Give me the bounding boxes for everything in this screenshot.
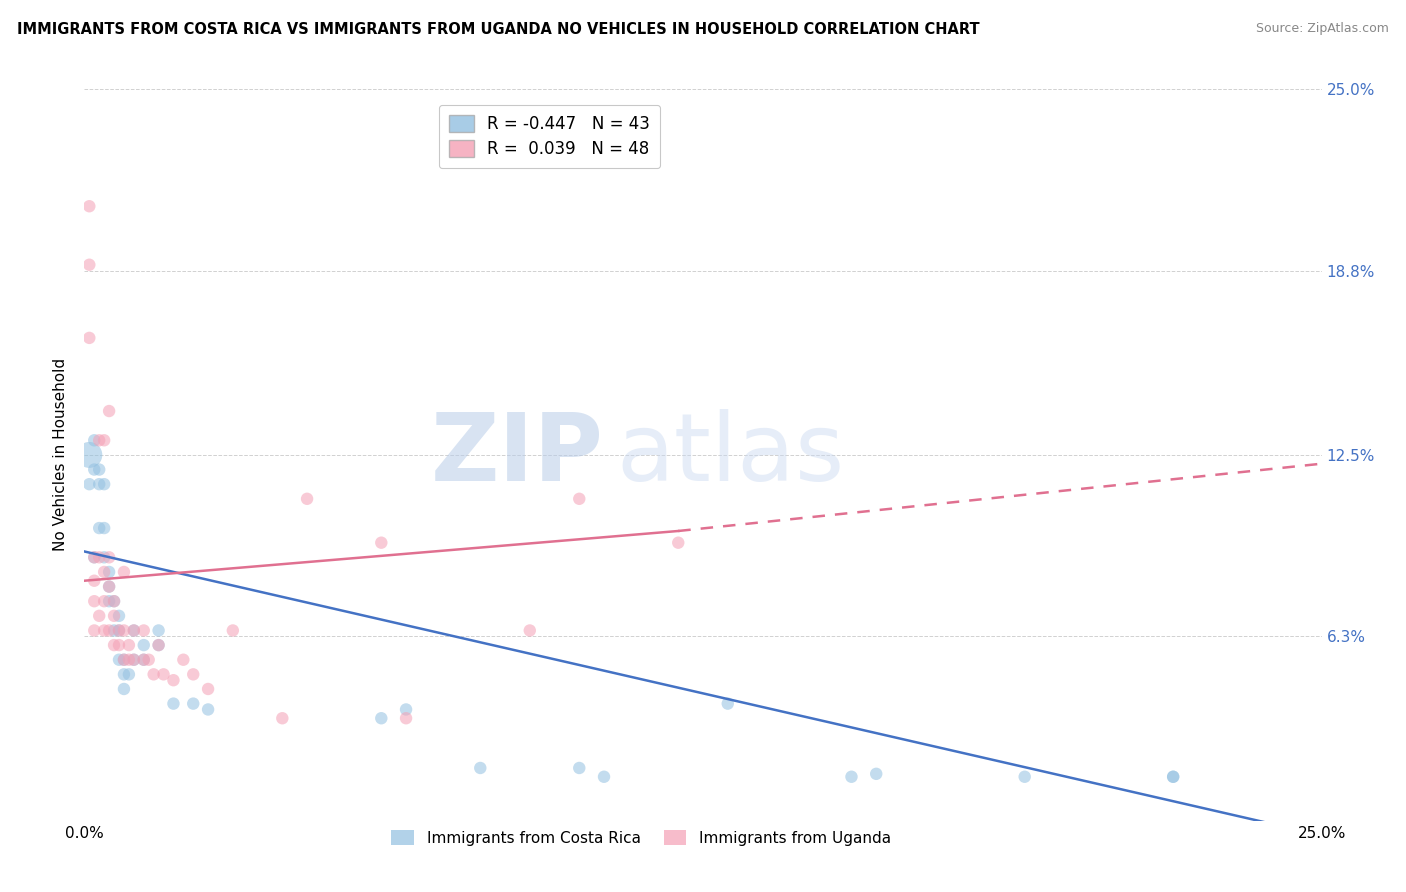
Point	[79, 477, 101, 491]
Point	[93, 565, 115, 579]
Point	[1161, 770, 1184, 784]
Point	[162, 673, 184, 688]
Point	[103, 594, 125, 608]
Point	[108, 653, 131, 667]
Point	[103, 608, 125, 623]
Point	[148, 638, 170, 652]
Point	[118, 653, 141, 667]
Point	[89, 550, 111, 565]
Point	[93, 434, 115, 448]
Point	[93, 624, 115, 638]
Point	[98, 594, 121, 608]
Point	[841, 770, 863, 784]
Point	[118, 638, 141, 652]
Point	[79, 448, 101, 462]
Point	[1161, 770, 1184, 784]
Point	[271, 711, 294, 725]
Text: IMMIGRANTS FROM COSTA RICA VS IMMIGRANTS FROM UGANDA NO VEHICLES IN HOUSEHOLD CO: IMMIGRANTS FROM COSTA RICA VS IMMIGRANTS…	[17, 22, 980, 37]
Point	[148, 638, 170, 652]
Point	[112, 653, 135, 667]
Point	[132, 653, 155, 667]
Point	[103, 624, 125, 638]
Point	[370, 535, 392, 549]
Point	[568, 491, 591, 506]
Point	[865, 767, 887, 781]
Point	[181, 667, 204, 681]
Point	[470, 761, 492, 775]
Legend: Immigrants from Costa Rica, Immigrants from Uganda: Immigrants from Costa Rica, Immigrants f…	[384, 822, 898, 854]
Point	[79, 258, 101, 272]
Point	[103, 594, 125, 608]
Point	[83, 462, 105, 476]
Text: atlas: atlas	[616, 409, 845, 501]
Point	[118, 667, 141, 681]
Point	[112, 565, 135, 579]
Point	[79, 331, 101, 345]
Point	[112, 681, 135, 696]
Point	[519, 624, 541, 638]
Point	[132, 624, 155, 638]
Text: Source: ZipAtlas.com: Source: ZipAtlas.com	[1256, 22, 1389, 36]
Point	[89, 434, 111, 448]
Point	[370, 711, 392, 725]
Point	[83, 574, 105, 588]
Point	[98, 580, 121, 594]
Point	[568, 761, 591, 775]
Y-axis label: No Vehicles in Household: No Vehicles in Household	[53, 359, 69, 551]
Point	[152, 667, 174, 681]
Point	[108, 624, 131, 638]
Point	[93, 521, 115, 535]
Point	[122, 653, 145, 667]
Point	[93, 477, 115, 491]
Point	[148, 624, 170, 638]
Point	[89, 477, 111, 491]
Point	[79, 199, 101, 213]
Point	[112, 624, 135, 638]
Point	[142, 667, 165, 681]
Point	[108, 624, 131, 638]
Point	[112, 667, 135, 681]
Point	[83, 550, 105, 565]
Point	[122, 653, 145, 667]
Point	[122, 624, 145, 638]
Point	[666, 535, 689, 549]
Point	[98, 565, 121, 579]
Point	[93, 594, 115, 608]
Point	[108, 608, 131, 623]
Point	[1014, 770, 1036, 784]
Point	[172, 653, 194, 667]
Point	[138, 653, 160, 667]
Point	[103, 638, 125, 652]
Point	[83, 594, 105, 608]
Point	[132, 638, 155, 652]
Point	[717, 697, 740, 711]
Point	[98, 404, 121, 418]
Point	[122, 624, 145, 638]
Point	[162, 697, 184, 711]
Point	[197, 681, 219, 696]
Point	[593, 770, 616, 784]
Point	[395, 702, 418, 716]
Point	[108, 638, 131, 652]
Point	[98, 580, 121, 594]
Point	[93, 550, 115, 565]
Point	[83, 434, 105, 448]
Point	[395, 711, 418, 725]
Point	[89, 521, 111, 535]
Point	[83, 624, 105, 638]
Point	[89, 462, 111, 476]
Point	[222, 624, 245, 638]
Point	[295, 491, 318, 506]
Point	[197, 702, 219, 716]
Point	[89, 608, 111, 623]
Point	[98, 550, 121, 565]
Text: ZIP: ZIP	[432, 409, 605, 501]
Point	[98, 624, 121, 638]
Point	[132, 653, 155, 667]
Point	[83, 550, 105, 565]
Point	[112, 653, 135, 667]
Point	[181, 697, 204, 711]
